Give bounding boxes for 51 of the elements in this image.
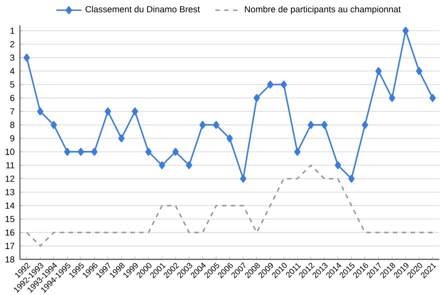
- point: [280, 80, 287, 88]
- point: [294, 148, 300, 156]
- point: [91, 148, 98, 156]
- y-tick-label: 16: [6, 229, 14, 236]
- y-tick-label: 15: [6, 216, 14, 222]
- point: [348, 174, 355, 182]
- point: [308, 120, 314, 129]
- y-tick-label: 12: [6, 175, 14, 182]
- point: [132, 107, 138, 116]
- point: [240, 174, 246, 182]
- point: [429, 94, 436, 102]
- point: [24, 53, 30, 62]
- point: [334, 161, 342, 170]
- legend-label: Classement du Dinamo Brest: [86, 6, 200, 12]
- y-tick-label: 5: [10, 81, 14, 88]
- point: [104, 107, 112, 116]
- point: [362, 120, 368, 129]
- point: [416, 66, 422, 75]
- point: [388, 94, 396, 102]
- y-tick-label: 18: [6, 256, 14, 262]
- point: [64, 148, 70, 156]
- point: [375, 66, 382, 75]
- point: [158, 161, 166, 170]
- y-tick-label: 3: [10, 54, 14, 61]
- y-tick-label: 2: [10, 40, 14, 48]
- y-tick-label: 10: [6, 148, 14, 155]
- y-tick-label: 6: [10, 94, 14, 101]
- point: [226, 134, 233, 142]
- point: [118, 134, 125, 142]
- point: [172, 148, 179, 156]
- point: [267, 80, 274, 88]
- point: [50, 120, 57, 129]
- point: [321, 120, 328, 129]
- y-tick-label: 17: [6, 242, 14, 249]
- y-tick-label: 7: [10, 108, 14, 114]
- y-tick-label: 11: [6, 162, 14, 168]
- point: [78, 148, 84, 156]
- point: [37, 107, 44, 116]
- point: [254, 94, 260, 102]
- y-tick-label: 4: [10, 68, 14, 74]
- y-tick-label: 13: [6, 188, 14, 196]
- y-tick-label: 8: [10, 122, 14, 128]
- y-tick-label: 1: [10, 28, 14, 34]
- y-tick-label: 9: [10, 135, 14, 142]
- point: [186, 161, 192, 170]
- point: [402, 26, 409, 35]
- y-tick-label: 14: [6, 202, 14, 208]
- point: [212, 120, 220, 129]
- legend-label: Nombre de participants au championnat: [244, 6, 401, 14]
- point: [145, 148, 152, 156]
- point: [199, 120, 206, 129]
